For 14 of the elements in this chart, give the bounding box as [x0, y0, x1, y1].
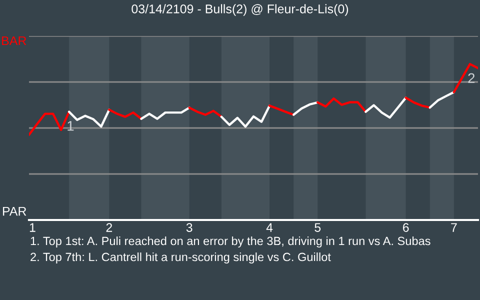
x-tick-label: 3: [186, 223, 192, 232]
x-tick-label: 2: [106, 223, 112, 232]
annotation: 1: [68, 121, 74, 131]
x-tick-label: 5: [314, 223, 321, 232]
annotation: 2: [468, 73, 475, 83]
chart-title: 03/14/2109 - Bulls(2) @ Fleur-de-Lis(0): [132, 4, 348, 16]
x-tick-label: 4: [266, 223, 273, 232]
text: BAR: [2, 36, 26, 46]
x-tick-label: 7: [451, 223, 457, 232]
x-tick-label: 6: [403, 223, 409, 232]
x-tick-label: 1: [30, 223, 36, 232]
text: PAR: [3, 206, 26, 216]
text: 2. Top 7th: L. Cantrell hit a run-scoring single vs C. Guillot: [30, 252, 331, 264]
text: 1. Top 1st: A. Puli reached on an error by the 3B, driving in 1 run vs A. Subas: [30, 236, 430, 248]
